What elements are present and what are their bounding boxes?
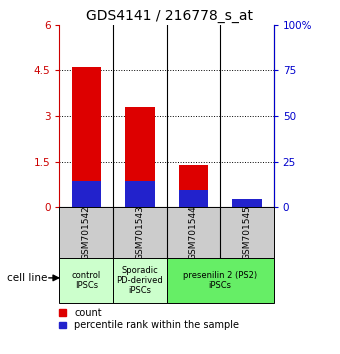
Bar bbox=[59, 258, 113, 303]
Text: control
IPSCs: control IPSCs bbox=[72, 271, 101, 290]
Bar bbox=[232, 199, 262, 207]
Bar bbox=[167, 207, 220, 258]
Bar bbox=[232, 201, 262, 207]
Bar bbox=[113, 207, 167, 258]
Bar bbox=[71, 181, 101, 207]
Bar bbox=[71, 181, 101, 207]
Bar bbox=[178, 190, 208, 207]
Text: GSM701544: GSM701544 bbox=[189, 205, 198, 260]
Bar bbox=[178, 165, 208, 207]
Text: GSM701543: GSM701543 bbox=[135, 205, 144, 260]
Text: GSM701542: GSM701542 bbox=[82, 205, 91, 260]
Bar bbox=[113, 258, 167, 303]
Text: presenilin 2 (PS2)
iPSCs: presenilin 2 (PS2) iPSCs bbox=[183, 271, 257, 290]
Bar bbox=[125, 107, 155, 207]
Bar bbox=[220, 207, 274, 258]
Bar bbox=[71, 67, 101, 207]
Bar bbox=[232, 199, 262, 207]
Legend: count, percentile rank within the sample: count, percentile rank within the sample bbox=[59, 308, 239, 330]
Bar bbox=[59, 207, 113, 258]
Bar bbox=[125, 181, 155, 207]
Bar bbox=[178, 190, 208, 207]
Bar bbox=[167, 258, 274, 303]
Bar bbox=[125, 181, 155, 207]
Text: GDS4141 / 216778_s_at: GDS4141 / 216778_s_at bbox=[86, 9, 254, 23]
Text: Sporadic
PD-derived
iPSCs: Sporadic PD-derived iPSCs bbox=[116, 266, 163, 296]
Text: cell line: cell line bbox=[7, 273, 47, 283]
Text: GSM701545: GSM701545 bbox=[242, 205, 251, 260]
